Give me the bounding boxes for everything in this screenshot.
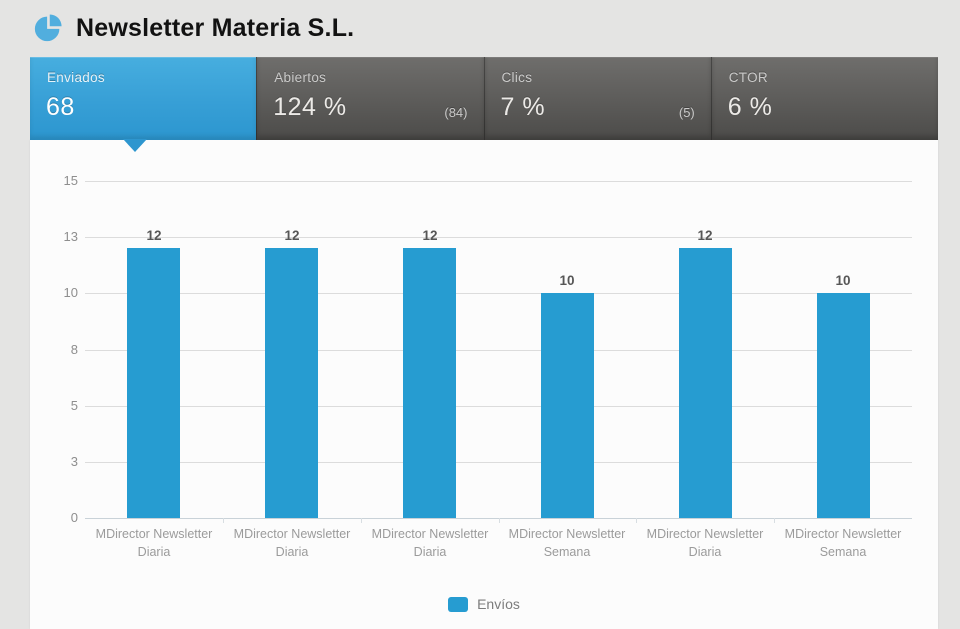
tab-label: CTOR xyxy=(728,70,768,85)
metric-tabs: Enviados 68 Abiertos 124 % (84) Clics 7 % (5) CT… xyxy=(30,57,938,152)
tab-value: 6 % xyxy=(727,93,773,121)
category-boundary-tick xyxy=(361,518,362,523)
legend-swatch-envios xyxy=(448,596,469,612)
gridline xyxy=(85,181,912,182)
tab-label: Abiertos xyxy=(274,70,327,85)
x-axis-category-label: MDirector Newsletter Diaria xyxy=(233,527,351,559)
y-axis-tick-label: 10 xyxy=(63,285,78,300)
bar-value-label: 12 xyxy=(284,228,300,243)
y-axis-tick-label: 15 xyxy=(63,173,78,188)
gridline xyxy=(85,406,912,407)
tab-value: 7 % xyxy=(500,93,546,121)
y-axis-tick-label: 3 xyxy=(70,454,78,469)
x-axis-category-label: MDirector Newsletter Diaria xyxy=(646,527,764,559)
bar-value-label: 12 xyxy=(422,228,438,243)
x-axis-line xyxy=(85,518,912,519)
bar-envios-4 xyxy=(541,293,594,518)
y-axis-tick-label: 13 xyxy=(63,229,78,244)
gridline xyxy=(85,293,912,294)
category-boundary-tick xyxy=(223,518,224,523)
tab-subcount: (5) xyxy=(678,105,695,120)
x-axis-category-label: MDirector Newsletter Diaria xyxy=(95,527,213,559)
y-axis-tick-label: 5 xyxy=(70,398,78,413)
bar-envios-2 xyxy=(265,248,318,518)
x-axis-category-label: MDirector Newsletter Diaria xyxy=(371,527,489,559)
bar-value-label: 12 xyxy=(146,228,162,243)
tab-subcount: (84) xyxy=(444,105,468,120)
tab-abiertos[interactable]: Abiertos 124 % (84) xyxy=(256,57,484,140)
bar-envios-5 xyxy=(679,248,732,518)
chart-panel: 0 3 5 8 10 13 15 12 MDirector Newsletter Diaria 1… xyxy=(30,140,938,629)
tab-enviados[interactable]: Enviados 68 xyxy=(30,57,257,152)
chart-legend: Envíos xyxy=(30,596,938,612)
tab-value: 124 % xyxy=(273,93,347,121)
page-title: Newsletter Materia S.L. xyxy=(76,13,355,42)
gridline xyxy=(85,462,912,463)
tab-ctor[interactable]: CTOR 6 % xyxy=(710,57,938,140)
y-axis-tick-label: 8 xyxy=(70,342,78,357)
tab-label: Enviados xyxy=(47,70,105,85)
gridline xyxy=(85,237,912,238)
pie-chart-icon xyxy=(34,14,62,42)
bar-envios-3 xyxy=(403,248,456,518)
bar-envios-6 xyxy=(817,293,870,518)
bar-envios-1 xyxy=(127,248,180,518)
bar-value-label: 10 xyxy=(559,273,575,288)
tab-clics[interactable]: Clics 7 % (5) xyxy=(483,57,711,140)
bar-value-label: 12 xyxy=(697,228,713,243)
category-boundary-tick xyxy=(774,518,775,523)
x-axis-category-label: MDirector Newsletter Semana xyxy=(508,527,626,559)
category-boundary-tick xyxy=(499,518,500,523)
tab-value: 68 xyxy=(46,93,75,121)
y-axis-tick-label: 0 xyxy=(70,510,78,525)
tab-label: Clics xyxy=(501,70,533,85)
category-boundary-tick xyxy=(636,518,637,523)
gridline xyxy=(85,350,912,351)
bar-value-label: 10 xyxy=(835,273,851,288)
legend-label: Envíos xyxy=(477,596,520,612)
page-header: Newsletter Materia S.L. xyxy=(34,9,354,47)
x-axis-category-label: MDirector Newsletter Semana xyxy=(784,527,902,559)
